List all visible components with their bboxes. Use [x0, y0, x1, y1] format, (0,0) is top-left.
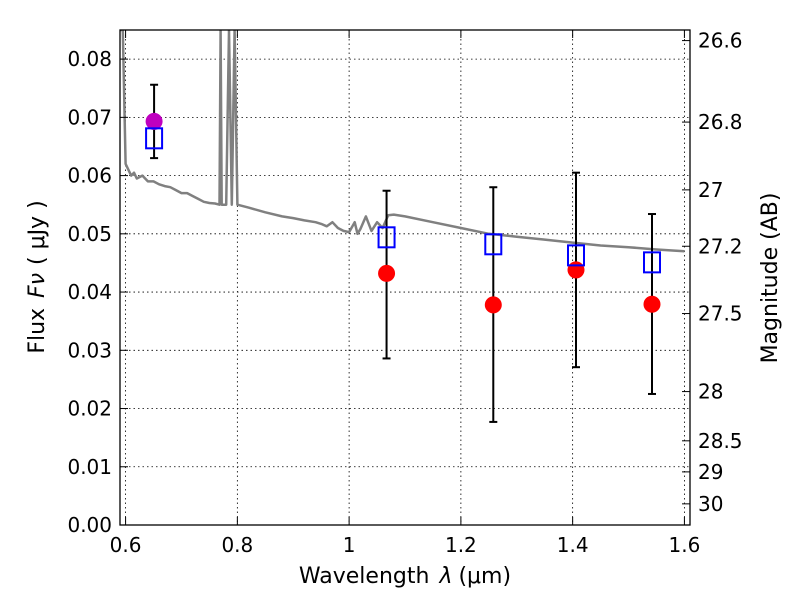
magnitude-tick-label: 26.8	[698, 110, 743, 134]
y-tick-label: 0.08	[67, 47, 112, 71]
model-square	[145, 127, 164, 150]
model-square	[643, 251, 661, 274]
y-axis-label: Flux Fν ( μJy )	[25, 200, 50, 353]
sed-polyline	[120, 30, 685, 253]
y-tick-label: 0.02	[67, 397, 112, 421]
x-tick-label: 0.8	[221, 533, 253, 557]
magnitude-tick-label: 27.5	[698, 302, 743, 326]
x-axis-label-unit: (μm)	[458, 564, 511, 589]
data-points	[145, 112, 661, 314]
y-tick-label: 0.03	[67, 338, 112, 362]
x-tick-label: 1.4	[557, 533, 589, 557]
data-point	[484, 296, 502, 314]
x-tick-label: 1.6	[669, 533, 701, 557]
data-point	[145, 112, 163, 130]
data-point	[643, 295, 661, 313]
y-tick-label: 0.01	[67, 455, 112, 479]
magnitude-tick-label: 29	[698, 460, 723, 484]
x-axis-ticks: 0.6 0.8 1 1.2 1.4 1.6	[110, 30, 701, 557]
x-tick-label: 0.6	[110, 533, 142, 557]
y-tick-label: 0.07	[67, 105, 112, 129]
magnitude-tick-label: 30	[698, 492, 723, 516]
y-tick-label: 0.05	[67, 222, 112, 246]
plot-frame	[119, 29, 691, 526]
y-axis-label-text: Flux	[25, 308, 50, 354]
y-axis-label-symbol: Fν	[25, 273, 50, 298]
x-tick-label: 1	[343, 533, 356, 557]
data-point	[567, 261, 585, 279]
magnitude-tick-label: 27	[698, 178, 723, 202]
y-tick-label: 0.04	[67, 280, 112, 304]
magnitude-axis-ticks: 26.6 26.8 27 27.2 27.5 28 28.5 29 30	[682, 29, 743, 516]
y-tick-label: 0.00	[67, 513, 112, 537]
model-squares	[145, 127, 661, 274]
error-bars	[150, 83, 656, 423]
model-square	[567, 244, 585, 267]
model-sed-line	[120, 30, 685, 253]
y-tick-label: 0.06	[67, 164, 112, 188]
magnitude-axis-label: Magnitude (AB)	[758, 193, 783, 364]
model-square	[484, 233, 503, 256]
y-axis-ticks: 0.00 0.01 0.02 0.03 0.04 0.05 0.06 0.07 0.08	[67, 47, 128, 537]
x-tick-label: 1.2	[445, 533, 477, 557]
x-axis-label: Wavelength λ (μm)	[299, 564, 511, 589]
magnitude-tick-label: 28	[698, 380, 723, 404]
magnitude-tick-label: 28.5	[698, 429, 743, 453]
x-axis-label-symbol: λ	[438, 564, 452, 589]
magnitude-tick-label: 27.2	[698, 234, 743, 258]
x-axis-label-text: Wavelength	[299, 564, 430, 589]
magnitude-tick-label: 26.6	[698, 29, 743, 53]
gridlines	[120, 30, 690, 525]
y-axis-label-unit: ( μJy )	[25, 200, 50, 265]
model-square	[377, 226, 396, 249]
data-point	[378, 264, 396, 282]
